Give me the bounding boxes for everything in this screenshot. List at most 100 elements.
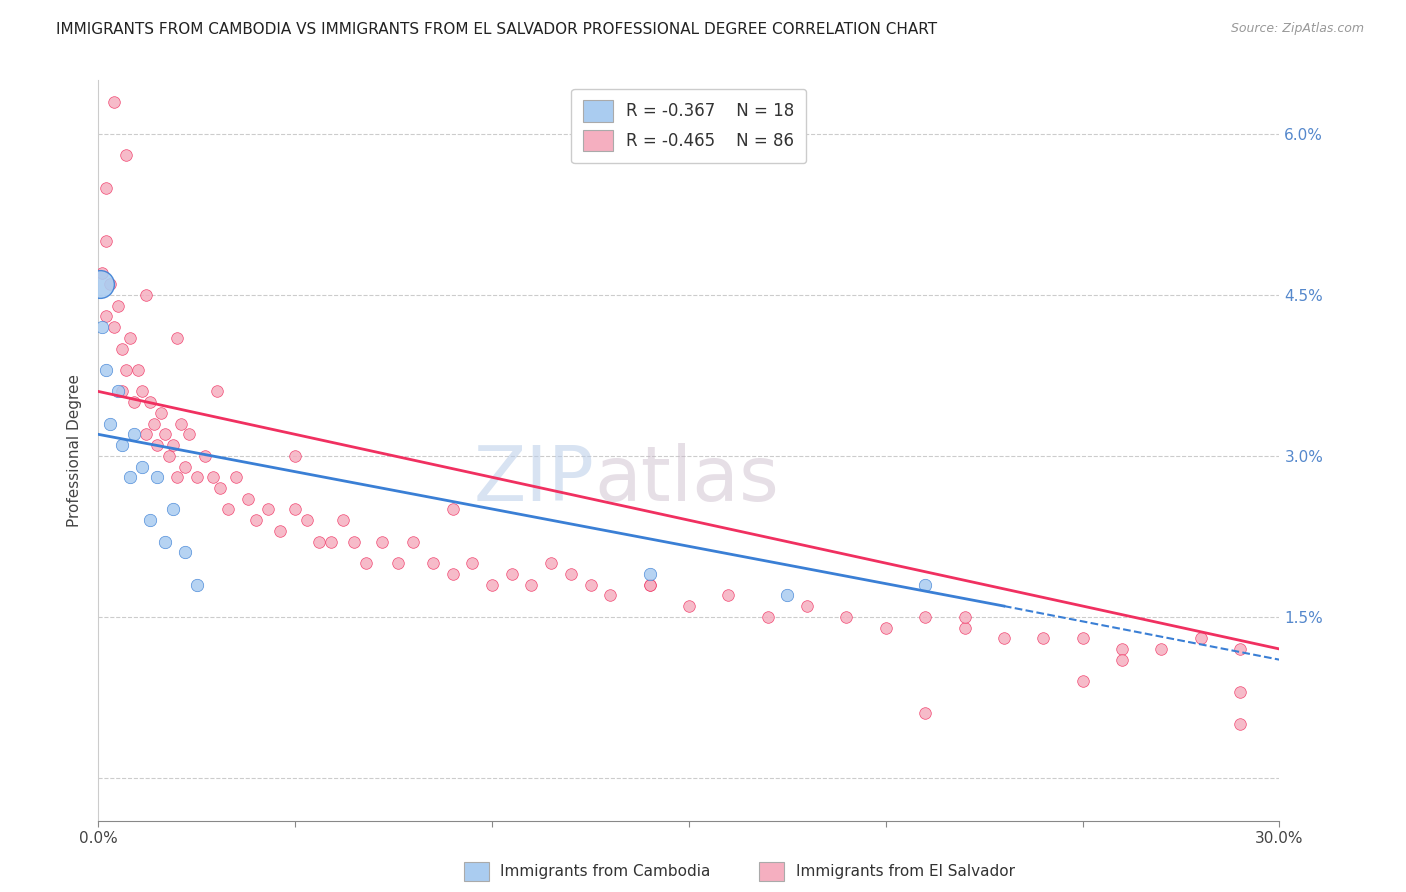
Point [135,427,157,442]
Point [343,534,366,549]
Point [319,534,342,549]
Point [371,534,394,549]
Point [914,609,936,624]
Point [1111,642,1133,657]
Point [953,609,976,624]
Point [1111,653,1133,667]
Point [142,417,165,431]
Y-axis label: Professional Degree: Professional Degree [67,374,83,527]
Point [441,502,464,516]
Text: ZIP: ZIP [474,443,595,517]
Point [122,427,145,442]
Point [96,234,118,248]
Point [155,534,177,549]
Point [111,438,134,452]
Point [194,449,217,463]
Point [118,470,141,484]
Legend: R = -0.367    N = 18, R = -0.465    N = 86: R = -0.367 N = 18, R = -0.465 N = 86 [571,88,807,163]
Point [131,384,153,399]
Point [127,363,149,377]
Point [875,620,897,634]
Point [162,502,184,516]
Point [174,459,197,474]
Point [953,620,976,634]
Point [107,299,129,313]
Point [245,513,267,527]
Point [205,384,228,399]
Point [540,556,562,570]
Point [111,384,134,399]
Point [150,406,173,420]
Point [170,417,193,431]
Point [166,470,188,484]
Point [1229,717,1251,731]
Point [354,556,377,570]
Point [1189,632,1212,646]
Point [638,577,661,591]
Point [131,459,153,474]
Point [717,588,740,602]
Point [186,577,208,591]
Point [186,470,208,484]
Point [835,609,858,624]
Point [98,417,121,431]
Point [118,331,141,345]
Point [138,513,160,527]
Text: Immigrants from Cambodia: Immigrants from Cambodia [501,864,710,879]
Point [560,566,582,581]
Point [520,577,543,591]
Point [402,534,425,549]
Point [796,599,818,613]
Point [111,342,134,356]
Text: Immigrants from El Salvador: Immigrants from El Salvador [796,864,1015,879]
Point [225,470,247,484]
Point [579,577,602,591]
Point [332,513,354,527]
Point [269,524,291,538]
Point [756,609,779,624]
Point [638,577,661,591]
Point [96,310,118,324]
Point [177,427,200,442]
Point [96,180,118,194]
Point [1229,642,1251,657]
Point [501,566,523,581]
Point [256,502,278,516]
Point [166,331,188,345]
Point [217,502,239,516]
Point [599,588,621,602]
Point [209,481,232,495]
Point [1032,632,1054,646]
Point [146,470,169,484]
Text: Source: ZipAtlas.com: Source: ZipAtlas.com [1230,22,1364,36]
Point [91,320,114,334]
Point [107,384,129,399]
Point [441,566,464,581]
Point [1071,674,1094,689]
Point [162,438,184,452]
Point [1071,632,1094,646]
Point [115,363,138,377]
Point [201,470,224,484]
Point [89,277,111,292]
Point [461,556,484,570]
Point [1150,642,1173,657]
Point [295,513,318,527]
Point [122,395,145,409]
Point [914,577,936,591]
Point [993,632,1015,646]
Point [174,545,197,559]
Point [284,449,307,463]
Point [387,556,409,570]
Point [422,556,444,570]
Point [157,449,180,463]
Point [135,288,157,302]
Point [138,395,160,409]
Point [308,534,330,549]
Point [146,438,169,452]
Text: atlas: atlas [595,443,779,517]
Point [115,148,138,162]
Point [776,588,799,602]
Point [678,599,700,613]
Text: IMMIGRANTS FROM CAMBODIA VS IMMIGRANTS FROM EL SALVADOR PROFESSIONAL DEGREE CORR: IMMIGRANTS FROM CAMBODIA VS IMMIGRANTS F… [56,22,938,37]
